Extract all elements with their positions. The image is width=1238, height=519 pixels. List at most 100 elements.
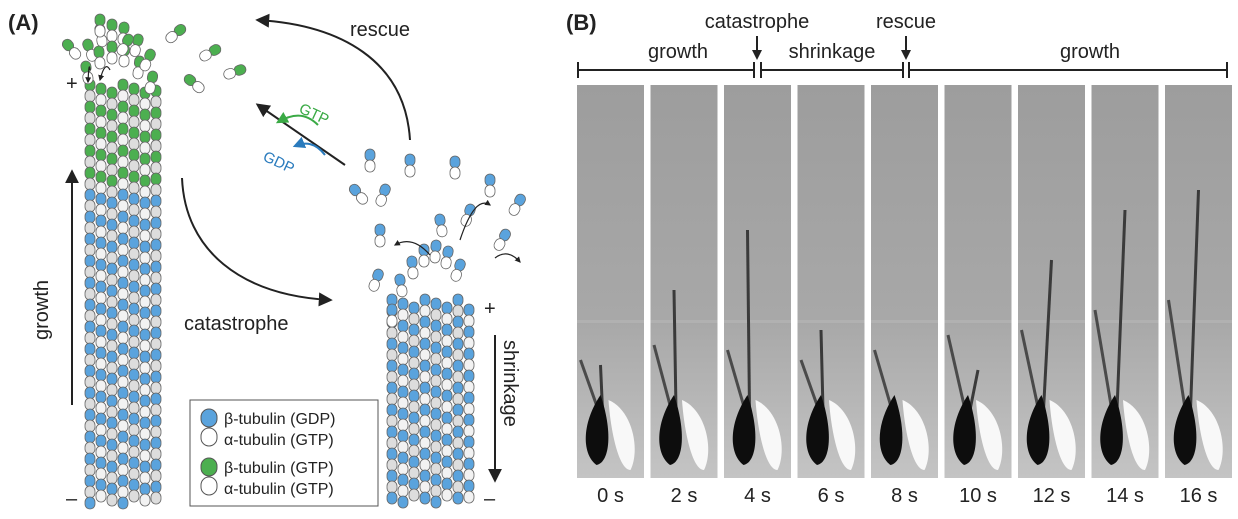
tubulin [386, 337, 398, 351]
tubulin [128, 445, 140, 459]
seed-halo [902, 400, 929, 470]
tubulin [106, 18, 118, 32]
tubulin [419, 425, 431, 439]
tubulin [128, 258, 140, 272]
tubulin [95, 324, 107, 338]
tubulin [106, 339, 118, 353]
seed-halo [1123, 400, 1150, 470]
tubulin [128, 313, 140, 327]
tubulin [408, 334, 420, 348]
seed [879, 395, 903, 465]
tubulin [139, 361, 151, 375]
time-label: 4 s [744, 485, 771, 507]
tubulin [386, 359, 398, 373]
tubulin [396, 284, 408, 298]
tubulin [408, 433, 420, 447]
phase-label: growth [648, 41, 708, 63]
tubulin [150, 447, 162, 461]
legend-entry: α-tubulin (GTP) [224, 432, 334, 449]
tubulin [84, 419, 96, 433]
tubulin [117, 199, 129, 213]
tubulin [106, 493, 118, 507]
tubulin [117, 353, 129, 367]
tubulin [128, 148, 140, 162]
tubulin [408, 356, 420, 370]
tubulin [397, 352, 409, 366]
tubulin [139, 328, 151, 342]
tubulin [95, 390, 107, 404]
tubulin [117, 232, 129, 246]
tubulin [150, 183, 162, 197]
tubulin [95, 445, 107, 459]
tubulin [386, 348, 398, 362]
tubulin [150, 392, 162, 406]
tubulin [128, 357, 140, 371]
tubulin [139, 295, 151, 309]
seam [1018, 320, 1085, 323]
tubulin [441, 356, 453, 370]
tubulin [150, 414, 162, 428]
tubulin [117, 188, 129, 202]
tubulin [430, 330, 442, 344]
tubulin [139, 58, 152, 72]
tubulin [95, 456, 107, 470]
tubulin [150, 293, 162, 307]
seam [944, 320, 1012, 323]
panel-label: (A) [8, 10, 39, 35]
tubulin [95, 313, 107, 327]
tubulin [106, 416, 118, 430]
tubulin [84, 89, 96, 103]
tubulin [436, 224, 448, 238]
tubulin [128, 214, 140, 228]
event-label: rescue [876, 11, 936, 33]
tubulin [441, 312, 453, 326]
panel-label: (B) [566, 10, 597, 35]
tubulin [128, 93, 140, 107]
tubulin [386, 403, 398, 417]
tubulin [408, 477, 420, 491]
tubulin [408, 301, 420, 315]
tubulin [95, 489, 107, 503]
tubulin [386, 469, 398, 483]
phase-bracket [908, 62, 1228, 78]
tubulin [106, 273, 118, 287]
tubulin [404, 153, 416, 167]
tubulin [117, 485, 129, 499]
tubulin [84, 144, 96, 158]
tubulin [95, 247, 107, 261]
tubulin [386, 326, 398, 340]
tubulin [69, 47, 82, 60]
tubulin [397, 297, 409, 311]
tubulin [139, 284, 151, 298]
tubulin [463, 369, 475, 383]
tubulin [150, 150, 162, 164]
tubulin [430, 495, 442, 509]
tubulin [128, 236, 140, 250]
tubulin [106, 29, 118, 43]
tubulin [139, 108, 151, 122]
tubulin [84, 133, 96, 147]
tubulin [106, 449, 118, 463]
tubulin [95, 93, 107, 107]
tubulin [84, 430, 96, 444]
tubulin [452, 381, 464, 395]
microtubule [799, 359, 819, 406]
tubulin [223, 68, 237, 80]
tubulin [117, 265, 129, 279]
tubulin [106, 251, 118, 265]
tubulin [128, 412, 140, 426]
tubulin [128, 137, 140, 151]
tubulin [484, 184, 496, 198]
tubulin [150, 139, 162, 153]
tubulin [128, 82, 140, 96]
tubulin [419, 337, 431, 351]
microtubule [1042, 259, 1053, 411]
tubulin [463, 380, 475, 394]
tubulin [117, 111, 129, 125]
tubulin [397, 374, 409, 388]
tubulin [84, 320, 96, 334]
tubulin [150, 282, 162, 296]
tubulin [95, 346, 107, 360]
time-label: 6 s [818, 485, 845, 507]
tubulin [84, 386, 96, 400]
